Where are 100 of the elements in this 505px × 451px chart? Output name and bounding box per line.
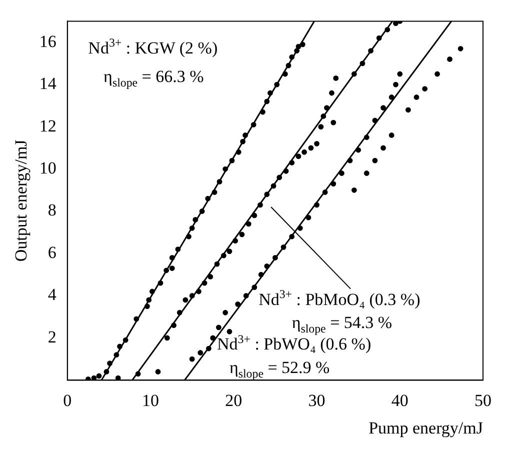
point [447, 56, 452, 62]
point [144, 304, 150, 309]
point [296, 44, 302, 50]
point [171, 322, 176, 328]
x-tick-label: 0 [63, 390, 72, 410]
point [318, 124, 324, 130]
y-tick-label: 12 [39, 116, 56, 136]
y-tick-label: 10 [39, 158, 56, 178]
point [175, 246, 181, 252]
point [164, 335, 170, 341]
point [330, 120, 336, 126]
point [380, 145, 386, 151]
point [372, 158, 378, 164]
point [422, 86, 428, 92]
point [220, 252, 226, 258]
point [393, 21, 398, 26]
point [236, 149, 242, 155]
point [158, 280, 164, 286]
y-axis-title: Output energy/mJ [12, 139, 31, 262]
point [384, 26, 390, 32]
point [216, 178, 222, 184]
point [282, 71, 288, 77]
point [289, 234, 295, 240]
point [380, 105, 386, 110]
point [216, 324, 222, 330]
point [351, 71, 357, 77]
point [198, 350, 204, 356]
point [393, 82, 398, 88]
point [258, 202, 263, 208]
point [458, 46, 464, 52]
point [388, 132, 394, 138]
point [222, 310, 228, 316]
point [324, 105, 330, 110]
point [347, 158, 353, 164]
y-tick-label: 14 [39, 74, 57, 94]
point [414, 94, 420, 100]
point [434, 71, 440, 77]
point [397, 71, 403, 77]
point [208, 274, 214, 280]
point [252, 212, 258, 218]
point [280, 244, 286, 250]
point [260, 109, 266, 115]
point [229, 158, 235, 164]
y-tick-label: 4 [48, 285, 57, 304]
point [270, 183, 276, 189]
point [107, 360, 112, 366]
point [246, 221, 252, 227]
point [242, 132, 248, 138]
point [214, 261, 220, 267]
point [146, 297, 152, 303]
point [202, 280, 208, 286]
point [222, 166, 228, 172]
point [306, 214, 312, 220]
point [205, 196, 211, 202]
point [264, 98, 270, 104]
point [212, 190, 218, 195]
point [322, 190, 328, 195]
point [314, 140, 320, 146]
point [186, 234, 192, 240]
point [189, 225, 195, 231]
point [164, 268, 170, 274]
y-tick-label: 16 [39, 32, 56, 51]
point [264, 192, 270, 198]
point [330, 181, 336, 187]
point [356, 147, 362, 153]
point [300, 42, 306, 48]
point [351, 187, 357, 193]
x-tick-label: 30 [308, 390, 326, 410]
x-tick-label: 40 [391, 390, 408, 410]
point [264, 263, 270, 269]
point [252, 284, 258, 290]
point [226, 328, 232, 334]
point [276, 174, 282, 180]
point [364, 134, 370, 140]
point [189, 356, 195, 362]
point [268, 90, 273, 96]
x-tick-label: 10 [142, 390, 160, 410]
point [364, 170, 370, 176]
point [274, 82, 280, 88]
point [372, 118, 378, 124]
point [333, 76, 339, 81]
y-tick-label: 2 [48, 327, 56, 346]
point [122, 337, 128, 343]
point [240, 138, 246, 144]
point [376, 35, 382, 41]
point [368, 48, 374, 54]
point [289, 160, 295, 166]
point [243, 293, 249, 298]
x-tick-label: 50 [474, 390, 492, 410]
point [210, 335, 216, 341]
point [149, 288, 155, 294]
point [388, 94, 394, 100]
point [189, 293, 195, 298]
point [232, 238, 238, 244]
point [320, 114, 326, 119]
x-axis-title: Pump energy/mJ [368, 418, 484, 438]
point [182, 297, 188, 303]
point [297, 225, 303, 231]
point [155, 369, 161, 374]
x-tick-label: 20 [225, 390, 242, 410]
